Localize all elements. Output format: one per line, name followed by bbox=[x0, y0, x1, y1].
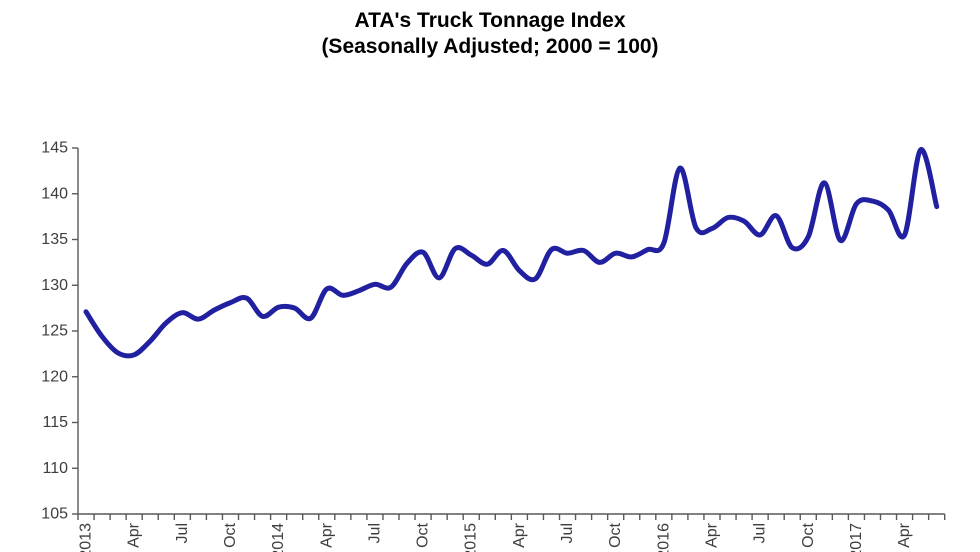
x-axis-label: 2013 bbox=[78, 523, 95, 552]
y-axis-label: 130 bbox=[41, 277, 68, 294]
x-axis-label: 2015 bbox=[463, 523, 480, 552]
chart-subtitle: (Seasonally Adjusted; 2000 = 100) bbox=[321, 35, 659, 58]
chart-title-block: ATA's Truck Tonnage Index (Seasonally Ad… bbox=[0, 8, 980, 60]
y-axis-label: 135 bbox=[41, 231, 68, 248]
y-axis-label: 115 bbox=[42, 414, 68, 431]
y-axis-label: 120 bbox=[41, 368, 68, 385]
x-axis-label: 2016 bbox=[655, 523, 672, 552]
y-axis-label: 140 bbox=[41, 185, 68, 202]
x-axis-label: Apr bbox=[896, 522, 913, 548]
tonnage-line bbox=[83, 147, 940, 359]
chart-title: ATA's Truck Tonnage Index bbox=[354, 9, 626, 32]
x-axis-label: Jul bbox=[752, 523, 769, 543]
x-axis-label: Apr bbox=[126, 522, 143, 548]
x-axis-label: Jul bbox=[174, 523, 191, 543]
x-axis-label: Oct bbox=[607, 522, 624, 547]
y-axis-label: 125 bbox=[41, 323, 68, 340]
x-axis-label: Apr bbox=[318, 522, 335, 548]
x-axis-label: Jul bbox=[559, 523, 576, 543]
x-axis-label: 2014 bbox=[270, 523, 287, 552]
x-axis-label: Oct bbox=[415, 522, 432, 547]
y-axis-label: 105 bbox=[41, 506, 68, 523]
x-axis-label: Oct bbox=[800, 522, 817, 547]
y-axis-label: 145 bbox=[41, 140, 68, 157]
x-axis-label: 2017 bbox=[848, 523, 865, 552]
x-axis-label: Jul bbox=[366, 523, 383, 543]
x-axis-label: Apr bbox=[704, 522, 721, 548]
x-axis-label: Apr bbox=[511, 522, 528, 548]
x-axis-label: Oct bbox=[222, 522, 239, 547]
y-axis-label: 110 bbox=[42, 460, 68, 477]
